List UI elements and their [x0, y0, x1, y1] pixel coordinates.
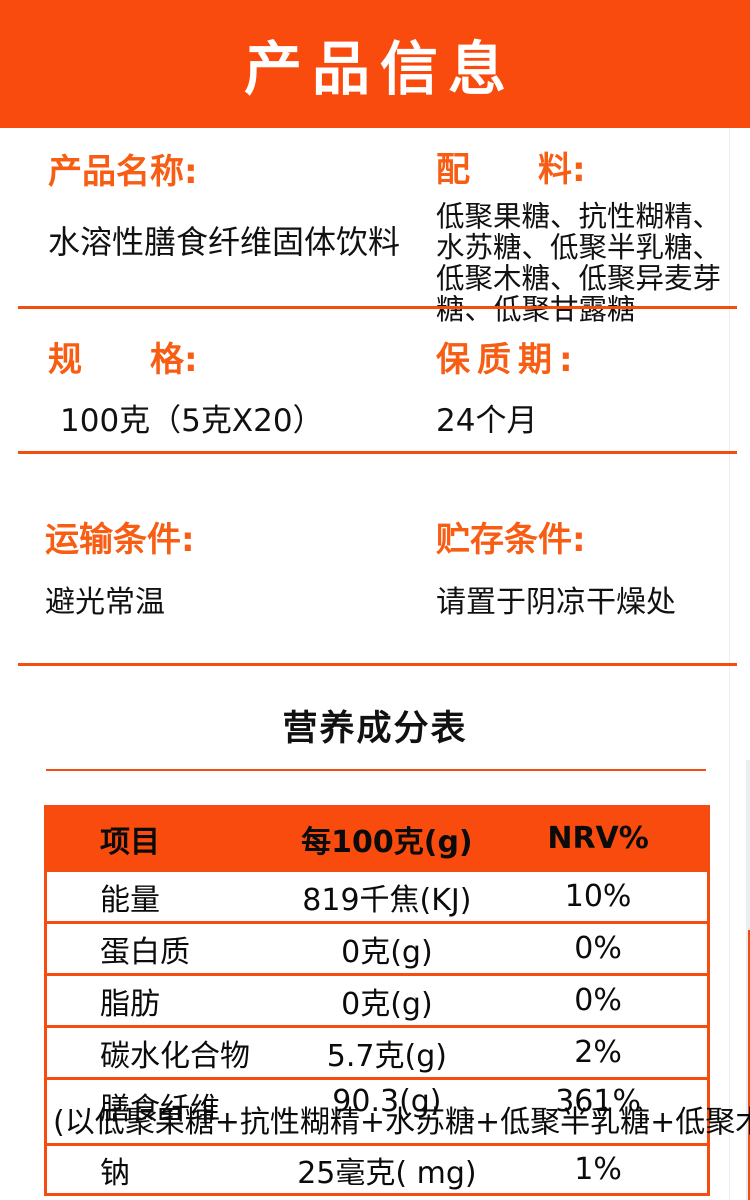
product-name-label: 产品名称: — [48, 152, 198, 192]
ingredients-value: 低聚果糖、抗性糊精、水苏糖、低聚半乳糖、低聚木糖、低聚异麦芽糖、低聚甘露糖 — [436, 199, 722, 326]
row-nrv: 361% — [555, 1084, 641, 1119]
row-nrv: 10% — [564, 879, 632, 914]
row-item: 钠 — [100, 1155, 130, 1191]
row-amount: 819千焦(KJ) — [302, 882, 472, 918]
page-title: 产品信息 — [243, 35, 516, 103]
spec-field: 规 格: 100克（5克X20） — [48, 340, 418, 440]
ingredients-field: 配 料: 低聚果糖、抗性糊精、水苏糖、低聚半乳糖、低聚木糖、低聚异麦芽糖、低聚甘… — [436, 150, 744, 325]
spec-value: 100克（5克X20） — [60, 402, 324, 439]
row-nrv: 0% — [574, 983, 622, 1018]
transport-value: 避光常温 — [45, 584, 165, 620]
row-item: 能量 — [100, 882, 160, 918]
table-row-dietary-fiber: 膳食纤维 90.3(g) 361% (以低聚果糖+抗性糊精+水苏糖+低聚半乳糖+… — [47, 1077, 750, 1143]
nutrition-table-title: 营养成分表 — [282, 709, 468, 749]
nutrition-table-header: 项目 每100克(g) NRV% — [47, 808, 707, 869]
nutrition-title-divider — [46, 769, 706, 771]
col-header-amount: 每100克(g) — [301, 824, 473, 860]
storage-field: 贮存条件: 请置于阴凉干燥处 — [436, 520, 746, 621]
table-row-fat: 脂肪 0克(g) 0% — [47, 973, 707, 1025]
product-name-value: 水溶性膳食纤维固体饮料 — [48, 222, 401, 261]
transport-field: 运输条件: 避光常温 — [45, 520, 415, 621]
row-nrv: 2% — [574, 1035, 622, 1070]
table-row-sodium: 钠 25毫克( mg) 1% — [47, 1143, 707, 1193]
storage-value: 请置于阴凉干燥处 — [436, 584, 676, 620]
row-amount: 25毫克( mg) — [297, 1155, 477, 1191]
row-nrv: 0% — [574, 931, 622, 966]
col-header-item: 项目 — [100, 824, 160, 860]
table-row-carbohydrate: 碳水化合物 5.7克(g) 2% — [47, 1025, 707, 1077]
table-row-protein: 蛋白质 0克(g) 0% — [47, 921, 707, 973]
row-item: 碳水化合物 — [100, 1038, 250, 1074]
section-divider — [18, 663, 737, 666]
shelf-life-field: 保质期: 24个月 — [436, 340, 736, 440]
shelf-life-label: 保质期: — [436, 340, 580, 380]
row-amount: 5.7克(g) — [326, 1038, 447, 1074]
col-header-nrv: NRV% — [547, 821, 649, 856]
fiber-calculation-note: (以低聚果糖+抗性糊精+水苏糖+低聚半乳糖+低聚木糖+低聚异麦芽糖+低聚甘露糖计… — [53, 1105, 750, 1140]
transport-label: 运输条件: — [45, 520, 195, 560]
ingredients-label: 配 料: — [436, 150, 586, 190]
product-name-field: 产品名称: 水溶性膳食纤维固体饮料 — [48, 152, 418, 263]
row-amount: 0克(g) — [341, 934, 433, 970]
spec-label: 规 格: — [48, 340, 198, 380]
row-amount: 0克(g) — [341, 986, 433, 1022]
header-banner: 产品信息 — [0, 0, 750, 128]
row-nrv: 1% — [574, 1152, 622, 1187]
row-item: 蛋白质 — [100, 934, 190, 970]
row-item: 脂肪 — [100, 986, 160, 1022]
row-amount: 90.3(g) — [332, 1084, 442, 1119]
shelf-life-value: 24个月 — [436, 402, 538, 439]
page-edge-orange-line — [748, 930, 750, 1200]
storage-label: 贮存条件: — [436, 520, 586, 560]
nutrition-table: 项目 每100克(g) NRV% 能量 819千焦(KJ) 10% 蛋白质 0克… — [44, 805, 750, 1196]
section-divider — [18, 306, 737, 309]
table-row-energy: 能量 819千焦(KJ) 10% — [47, 869, 707, 921]
section-divider — [18, 451, 737, 454]
row-item: 膳食纤维 — [100, 1092, 220, 1127]
